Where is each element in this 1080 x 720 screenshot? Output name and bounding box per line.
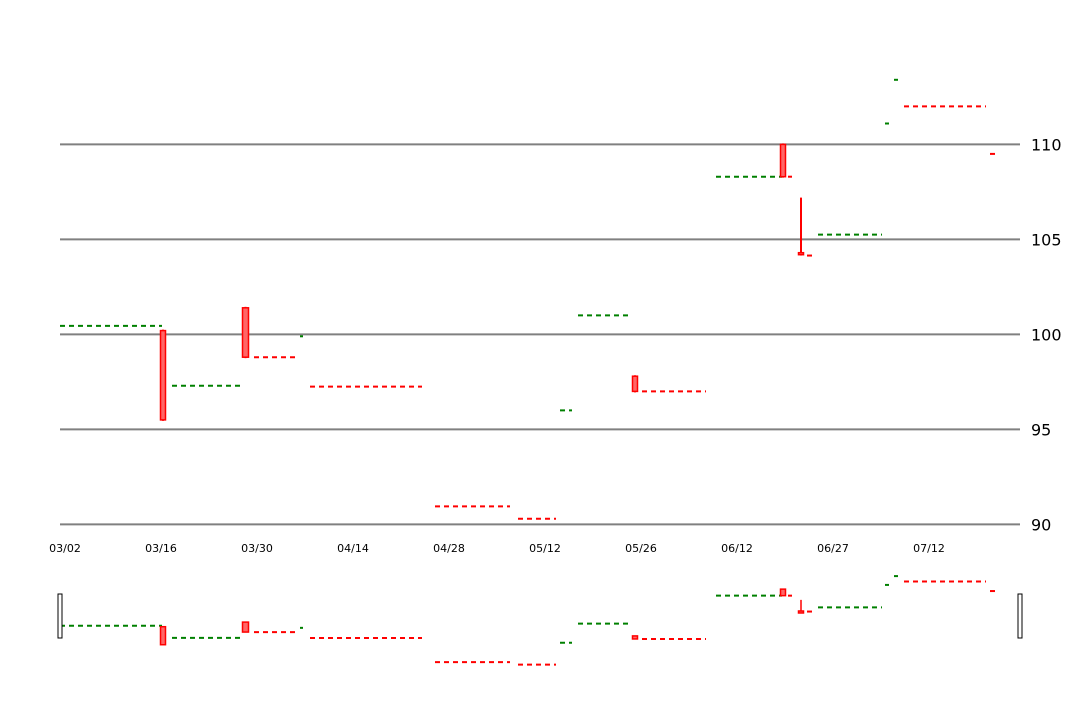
navigator-right-handle[interactable]	[1017, 593, 1023, 639]
candle-body	[779, 143, 787, 178]
candle-body	[241, 621, 250, 633]
navigator-left-handle[interactable]	[57, 593, 63, 639]
candle-body	[631, 635, 639, 640]
candle-body	[159, 625, 167, 646]
navigator-series	[60, 575, 996, 666]
x-tick-label: 04/14	[337, 542, 369, 555]
x-tick-label: 03/02	[49, 542, 81, 555]
candle-body	[159, 329, 167, 421]
x-tick-label: 06/12	[721, 542, 753, 555]
y-tick-label: 105	[1031, 230, 1062, 249]
navigator-overview[interactable]	[57, 575, 1023, 666]
y-tick-label: 100	[1031, 325, 1062, 344]
candle-body	[797, 251, 805, 256]
y-tick-label: 90	[1031, 515, 1051, 534]
x-tick-label: 03/16	[145, 542, 177, 555]
y-tick-label: 95	[1031, 420, 1051, 439]
candle-body	[631, 375, 639, 393]
candle-body	[797, 610, 805, 614]
x-tick-label: 07/12	[913, 542, 945, 555]
candle-body	[241, 307, 250, 358]
x-tick-label: 05/12	[529, 542, 561, 555]
candle-body	[779, 588, 787, 597]
grid-lines	[60, 143, 1020, 526]
x-tick-label: 04/28	[433, 542, 465, 555]
price-series	[60, 78, 996, 520]
x-tick-label: 03/30	[241, 542, 273, 555]
y-tick-label: 110	[1031, 135, 1062, 154]
x-tick-label: 05/26	[625, 542, 657, 555]
x-axis-ticks: 03/02 03/16 03/30 04/14 04/28 05/12 05/26 06/12…	[49, 542, 945, 555]
y-axis-ticks: 90 95 100 105 110	[1031, 135, 1062, 534]
x-tick-label: 06/27	[817, 542, 849, 555]
